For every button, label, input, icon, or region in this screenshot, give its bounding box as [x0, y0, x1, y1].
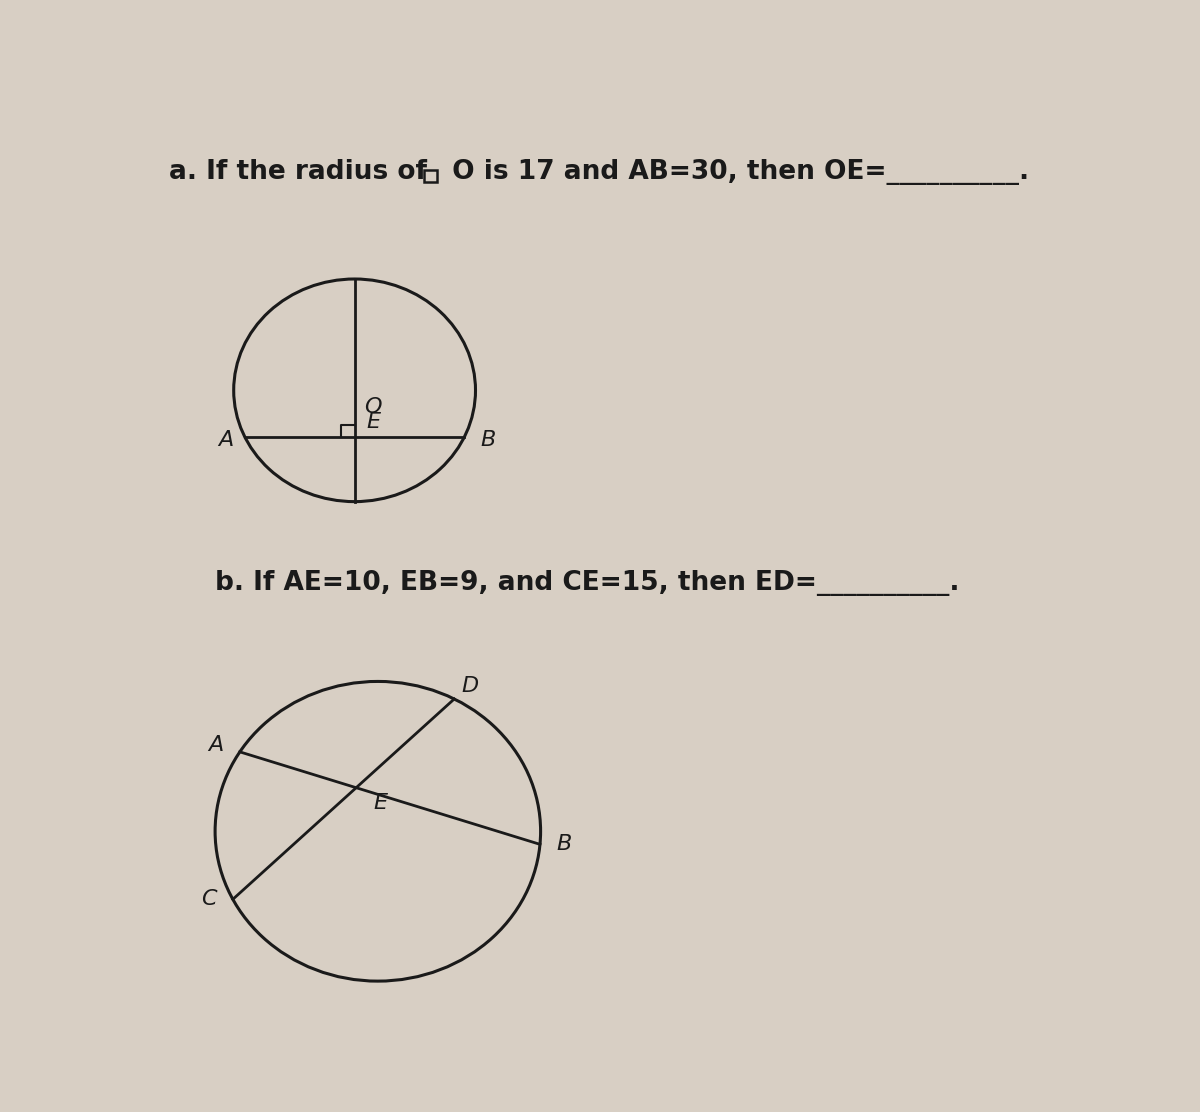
Text: a. If the radius of: a. If the radius of: [168, 159, 436, 185]
Text: O is 17 and AB=30, then OE=__________.: O is 17 and AB=30, then OE=__________.: [443, 159, 1030, 185]
Text: O: O: [364, 397, 382, 417]
Text: B: B: [557, 834, 572, 854]
Text: B: B: [481, 430, 496, 450]
Text: D: D: [462, 676, 479, 696]
Text: b. If AE=10, EB=9, and CE=15, then ED=__________.: b. If AE=10, EB=9, and CE=15, then ED=__…: [215, 570, 960, 596]
Bar: [425, 170, 437, 182]
Text: E: E: [367, 411, 380, 431]
Text: C: C: [200, 890, 216, 910]
Text: A: A: [218, 430, 234, 450]
Text: E: E: [373, 793, 386, 813]
Text: A: A: [208, 735, 223, 755]
